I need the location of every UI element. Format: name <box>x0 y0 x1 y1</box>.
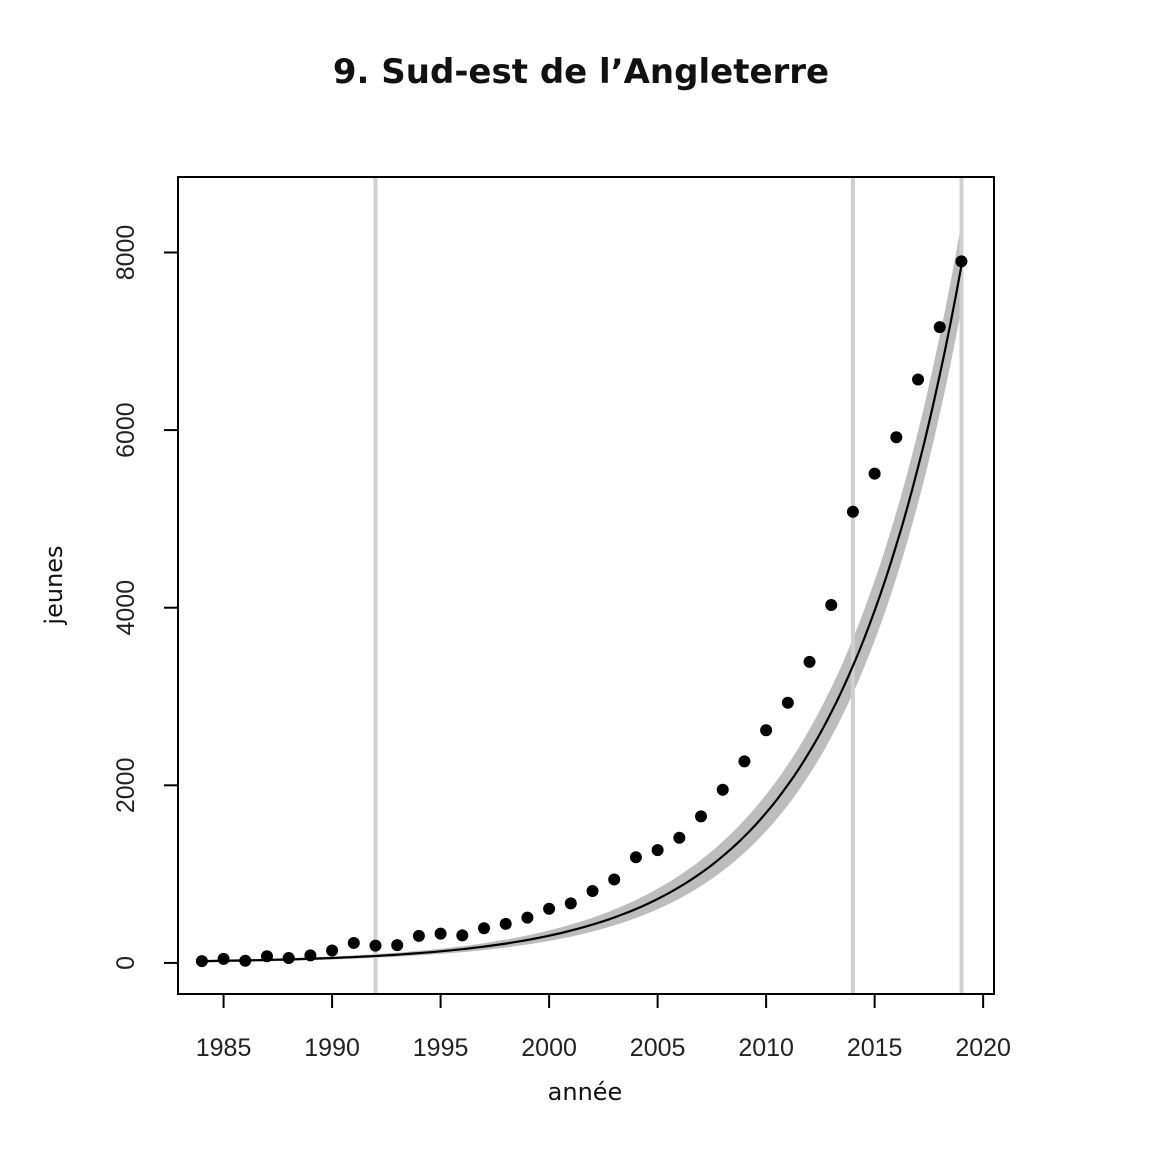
data-point <box>760 724 773 737</box>
data-point <box>868 467 881 480</box>
data-point <box>239 954 252 967</box>
x-tick-label: 2020 <box>955 1034 1011 1062</box>
chart-title: 9. Sud-est de l’Angleterre <box>333 52 829 92</box>
x-tick-label: 2015 <box>847 1034 903 1062</box>
data-point <box>846 505 859 518</box>
y-axis-label: jeunes <box>40 545 68 625</box>
x-tick-label: 2010 <box>738 1034 794 1062</box>
data-point <box>304 949 317 962</box>
data-point <box>543 902 556 915</box>
x-tick-label: 2005 <box>630 1034 686 1062</box>
data-point <box>825 599 838 612</box>
y-tick-label: 0 <box>112 956 140 970</box>
reference-lines <box>373 177 964 994</box>
data-point <box>391 939 404 952</box>
data-point <box>673 831 686 844</box>
fit-curve <box>201 265 963 963</box>
data-point <box>499 917 512 930</box>
data-point <box>434 927 447 940</box>
y-tick-label: 6000 <box>112 402 140 458</box>
data-point <box>326 944 339 957</box>
x-tick-label: 2000 <box>521 1034 577 1062</box>
x-tick-label: 1995 <box>413 1034 469 1062</box>
data-point <box>195 955 208 968</box>
data-point <box>412 929 425 942</box>
confidence-band <box>201 223 962 963</box>
data-point <box>695 810 708 823</box>
data-point <box>738 755 751 768</box>
confidence-band-layer <box>201 223 962 963</box>
y-tick-label: 2000 <box>112 757 140 813</box>
data-point <box>890 431 903 444</box>
data-points <box>195 255 968 968</box>
x-tick-label: 1990 <box>304 1034 360 1062</box>
data-point <box>282 952 295 965</box>
data-point <box>781 696 794 709</box>
y-tick-label: 4000 <box>112 580 140 636</box>
data-point <box>608 873 621 886</box>
x-axis-label: année <box>548 1078 623 1106</box>
data-point <box>716 783 729 796</box>
data-point <box>955 255 968 268</box>
data-point <box>456 929 469 942</box>
x-tick-label: 1985 <box>196 1034 252 1062</box>
data-point <box>217 952 230 965</box>
data-point <box>629 851 642 864</box>
data-point <box>478 922 490 935</box>
y-axis: 0 2000 4000 6000 8000 <box>112 225 179 970</box>
x-axis: 1985 1990 1995 2000 2005 2010 2015 2020 <box>196 993 1011 1062</box>
y-tick-label: 8000 <box>112 225 140 281</box>
data-point <box>347 936 360 949</box>
plot-frame <box>177 176 995 995</box>
data-point <box>651 844 664 857</box>
data-point <box>803 655 816 668</box>
data-point <box>369 939 382 952</box>
data-point <box>521 911 534 924</box>
data-point <box>912 373 925 386</box>
fit-curve-layer <box>201 265 963 963</box>
data-point <box>564 897 577 910</box>
data-point <box>933 321 946 334</box>
data-point <box>260 950 273 963</box>
data-point <box>586 884 599 897</box>
